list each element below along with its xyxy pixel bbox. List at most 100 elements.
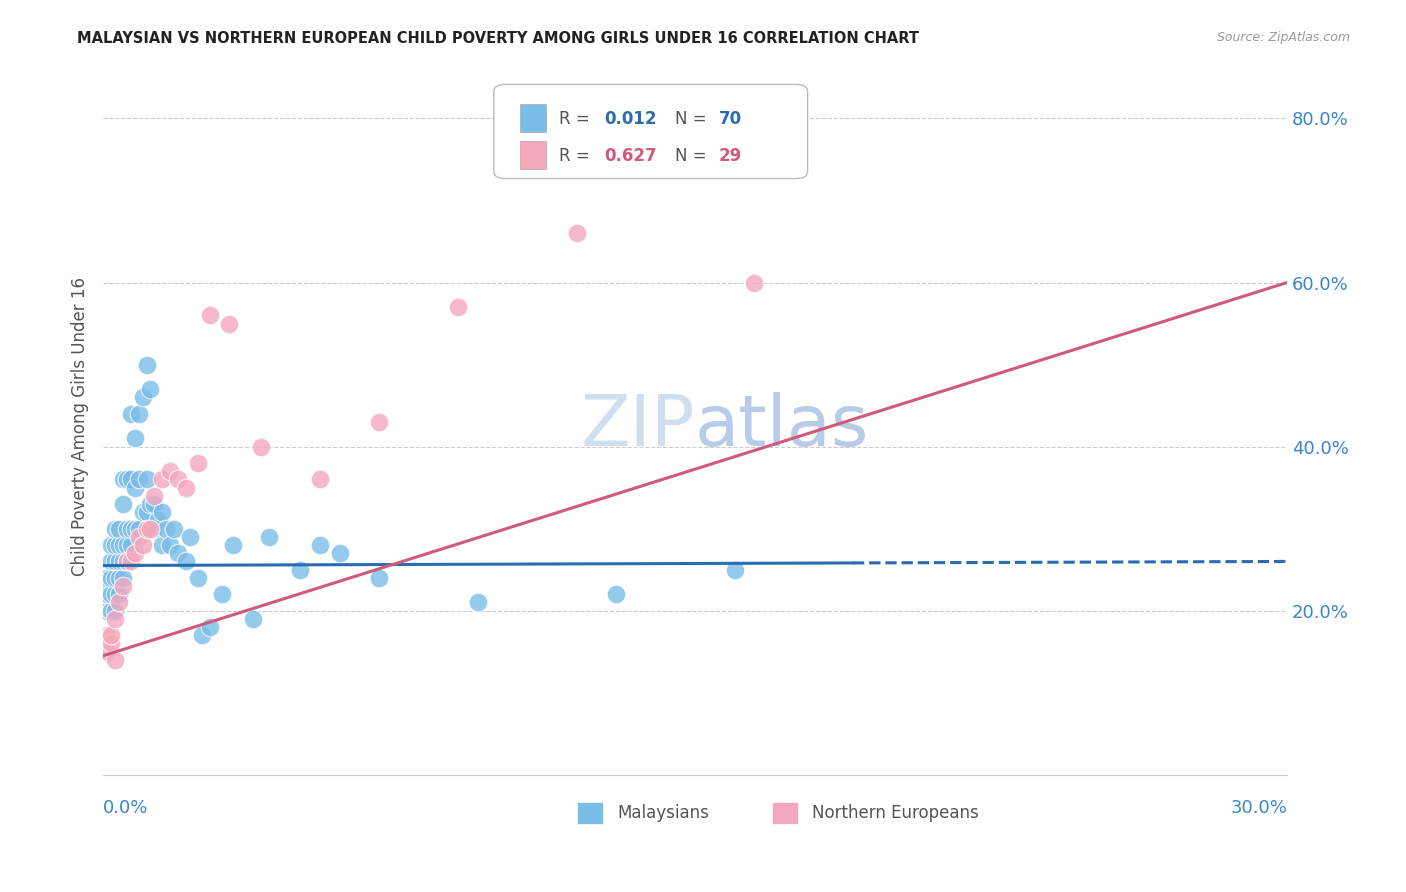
Point <box>104 554 127 568</box>
Point <box>115 472 138 486</box>
Point <box>100 538 122 552</box>
Point <box>222 538 245 552</box>
Point <box>163 522 186 536</box>
Point <box>128 522 150 536</box>
Point <box>115 554 138 568</box>
Point <box>100 587 122 601</box>
Point <box>179 530 201 544</box>
Text: Source: ZipAtlas.com: Source: ZipAtlas.com <box>1216 31 1350 45</box>
Point <box>742 276 765 290</box>
Point <box>565 227 588 241</box>
Y-axis label: Child Poverty Among Girls Under 16: Child Poverty Among Girls Under 16 <box>72 277 89 575</box>
Point <box>96 645 118 659</box>
Point <box>111 472 134 486</box>
Point <box>447 300 470 314</box>
Point <box>218 317 240 331</box>
Point <box>104 522 127 536</box>
Point <box>139 382 162 396</box>
Point <box>143 522 166 536</box>
Point <box>467 595 489 609</box>
Point <box>108 538 131 552</box>
Point <box>150 472 173 486</box>
Point <box>128 472 150 486</box>
Text: 0.627: 0.627 <box>605 147 657 165</box>
Point <box>100 628 122 642</box>
Point <box>139 497 162 511</box>
Point <box>187 456 209 470</box>
Point <box>124 546 146 560</box>
Text: Northern Europeans: Northern Europeans <box>813 804 979 822</box>
Point <box>100 636 122 650</box>
Text: R =: R = <box>560 147 595 165</box>
Point <box>100 571 122 585</box>
Point <box>96 604 118 618</box>
Point <box>111 571 134 585</box>
Point <box>174 481 197 495</box>
Point <box>167 472 190 486</box>
FancyBboxPatch shape <box>576 802 603 824</box>
FancyBboxPatch shape <box>494 85 807 178</box>
Point <box>150 505 173 519</box>
Point <box>150 538 173 552</box>
Point <box>128 407 150 421</box>
Point <box>108 554 131 568</box>
Point <box>104 653 127 667</box>
Point <box>242 612 264 626</box>
Point <box>128 530 150 544</box>
Point <box>198 620 221 634</box>
Point <box>100 554 122 568</box>
Point <box>187 571 209 585</box>
Point <box>143 497 166 511</box>
Point <box>124 522 146 536</box>
Point <box>108 571 131 585</box>
Point <box>104 571 127 585</box>
Point <box>159 464 181 478</box>
Point <box>290 563 312 577</box>
Point <box>368 415 391 429</box>
Point <box>605 587 627 601</box>
Point <box>329 546 352 560</box>
Point <box>96 571 118 585</box>
Point <box>155 522 177 536</box>
FancyBboxPatch shape <box>772 802 799 824</box>
Point <box>309 538 332 552</box>
Text: Malaysians: Malaysians <box>617 804 709 822</box>
Point <box>120 522 142 536</box>
Point <box>111 579 134 593</box>
Point <box>139 522 162 536</box>
Point <box>135 358 157 372</box>
Point <box>96 628 118 642</box>
Text: N =: N = <box>675 111 711 128</box>
Text: N =: N = <box>675 147 711 165</box>
Point <box>120 554 142 568</box>
Point <box>723 563 745 577</box>
Text: ZIP: ZIP <box>581 392 695 460</box>
Text: 0.0%: 0.0% <box>103 799 149 817</box>
Point <box>111 497 134 511</box>
Point <box>131 505 153 519</box>
Text: R =: R = <box>560 111 595 128</box>
Point <box>115 538 138 552</box>
Point <box>111 538 134 552</box>
Point <box>104 538 127 552</box>
Point <box>191 628 214 642</box>
Point <box>148 513 170 527</box>
Point <box>143 489 166 503</box>
Point <box>174 554 197 568</box>
Point <box>120 407 142 421</box>
Point <box>309 472 332 486</box>
Point <box>108 522 131 536</box>
Point <box>135 522 157 536</box>
Text: 29: 29 <box>718 147 742 165</box>
Text: 30.0%: 30.0% <box>1230 799 1286 817</box>
FancyBboxPatch shape <box>520 104 546 132</box>
Point <box>124 481 146 495</box>
Text: 0.012: 0.012 <box>605 111 657 128</box>
Point <box>100 604 122 618</box>
Point <box>368 571 391 585</box>
Point <box>211 587 233 601</box>
Point <box>124 431 146 445</box>
Text: 70: 70 <box>718 111 742 128</box>
Point <box>250 440 273 454</box>
Point <box>115 522 138 536</box>
